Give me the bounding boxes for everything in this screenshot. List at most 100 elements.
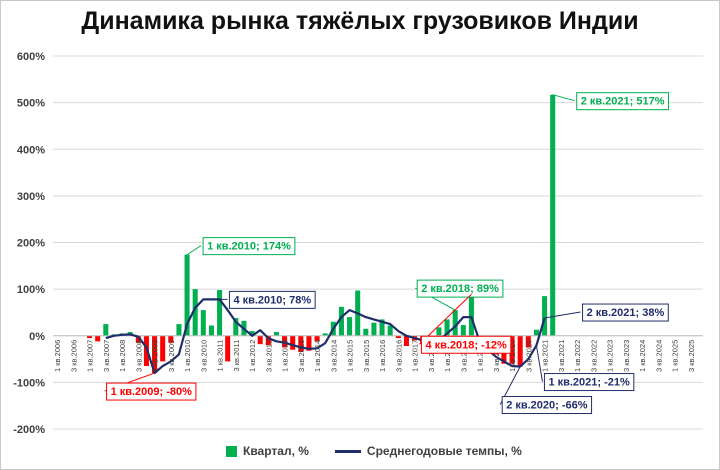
annotation-leader	[535, 345, 543, 382]
bar	[184, 254, 190, 336]
annotation-box	[576, 92, 670, 111]
bar	[306, 335, 312, 351]
bar	[265, 335, 271, 346]
annotation-label: 2 кв.2021; 517%	[581, 96, 665, 108]
x-tick-label: 1 кв.2010	[183, 340, 192, 372]
bar	[542, 296, 548, 336]
x-tick-label: 3 кв.2023	[622, 340, 631, 372]
annotation-leader	[544, 311, 581, 319]
x-tick-label: 1 кв.2024	[638, 340, 647, 372]
bar	[452, 310, 458, 336]
x-tick-label: 1 кв.2015	[346, 340, 355, 372]
bar	[103, 324, 109, 336]
bar	[371, 322, 377, 336]
x-tick-label: 3 кв.2024	[654, 340, 663, 372]
x-tick-label: 1 кв.2020	[508, 340, 517, 372]
annotation-label: 1 кв.2009; -80%	[111, 386, 193, 398]
bar	[135, 335, 141, 343]
bar	[273, 332, 279, 336]
bar	[192, 289, 198, 336]
annotation-leader	[552, 94, 575, 102]
bar	[347, 317, 353, 336]
bar	[290, 335, 296, 350]
annotation-box	[228, 290, 316, 309]
legend-label-line: Среднегодовые темпы, %	[366, 444, 522, 458]
legend-swatch-line	[334, 449, 361, 453]
x-tick-label: 3 кв.2011	[232, 340, 241, 372]
x-tick-label: 1 кв.2021	[541, 340, 550, 372]
bar	[436, 327, 442, 336]
x-tick-label: 1 кв.2018	[443, 340, 452, 372]
x-tick-label: 3 кв.2009	[167, 340, 176, 372]
y-tick-label: 200%	[17, 238, 45, 250]
annotation-label: 2 кв.2021; 38%	[587, 307, 665, 319]
average-line	[105, 298, 546, 375]
bar	[525, 335, 531, 348]
x-tick-label: 3 кв.2008	[134, 340, 143, 372]
bar	[200, 310, 206, 336]
bar	[225, 335, 231, 362]
y-tick-label: 0%	[29, 331, 45, 343]
bar	[298, 335, 304, 353]
x-tick-label: 1 кв.2011	[216, 340, 225, 372]
bar	[363, 328, 369, 336]
x-tick-label: 1 кв.2023	[606, 340, 615, 372]
bar	[322, 333, 328, 336]
x-tick-label: 3 кв.2007	[102, 340, 111, 372]
legend-item-line: Среднегодовые темпы, %	[334, 444, 522, 458]
bar	[468, 294, 474, 336]
y-tick-label: -100%	[13, 377, 45, 389]
bar	[550, 94, 556, 336]
annotation-box	[106, 382, 197, 401]
annotation-box	[582, 303, 669, 322]
annotation-box	[543, 373, 635, 392]
x-tick-label: 3 кв.2010	[199, 340, 208, 372]
x-tick-label: 3 кв.2006	[69, 340, 78, 372]
bar	[444, 319, 450, 336]
x-tick-label: 1 кв.2006	[53, 340, 62, 372]
bar	[87, 335, 93, 339]
x-tick-label: 3 кв.2025	[687, 340, 696, 372]
bar	[208, 325, 214, 336]
y-tick-label: 600%	[17, 51, 45, 63]
bar	[168, 335, 174, 343]
bar	[387, 325, 393, 336]
annotation-box	[202, 237, 296, 256]
annotation-label: 4 кв.2018; -12%	[425, 339, 507, 351]
annotation-label: 1 кв.2010; 174%	[207, 241, 291, 253]
bar	[395, 335, 401, 339]
y-tick-label: 400%	[17, 144, 45, 156]
legend-swatch-bars	[226, 445, 237, 457]
annotation-box	[501, 396, 593, 415]
annotation-box	[420, 335, 512, 354]
x-tick-label: 3 кв.2020	[524, 340, 533, 372]
bar	[517, 335, 523, 367]
x-tick-label: 1 кв.2012	[248, 340, 257, 372]
annotation-label: 4 кв.2010; 78%	[233, 294, 311, 306]
bar	[217, 290, 223, 336]
bar	[152, 335, 158, 374]
bar	[460, 325, 466, 336]
bar	[95, 335, 101, 342]
x-tick-label: 1 кв.2008	[118, 340, 127, 372]
annotation-leader	[186, 245, 202, 256]
x-tick-label: 1 кв.2017	[411, 340, 420, 372]
bar	[403, 335, 409, 347]
y-tick-label: 300%	[17, 191, 45, 203]
x-tick-label: 3 кв.2015	[362, 340, 371, 372]
x-tick-label: 3 кв.2012	[264, 340, 273, 372]
x-tick-label: 1 кв.2022	[573, 340, 582, 372]
bar	[533, 329, 539, 336]
bar	[176, 324, 182, 336]
legend-item-bars: Квартал, %	[226, 444, 309, 458]
x-tick-label: 1 кв.2007	[86, 340, 95, 372]
bar	[257, 335, 263, 345]
legend-label-bars: Квартал, %	[243, 444, 309, 458]
chart-legend: Квартал, % Среднегодовые темпы, %	[226, 444, 522, 458]
bar	[338, 306, 344, 336]
bar	[160, 335, 166, 362]
bar	[249, 331, 255, 336]
x-tick-label: 3 кв.2019	[492, 340, 501, 372]
